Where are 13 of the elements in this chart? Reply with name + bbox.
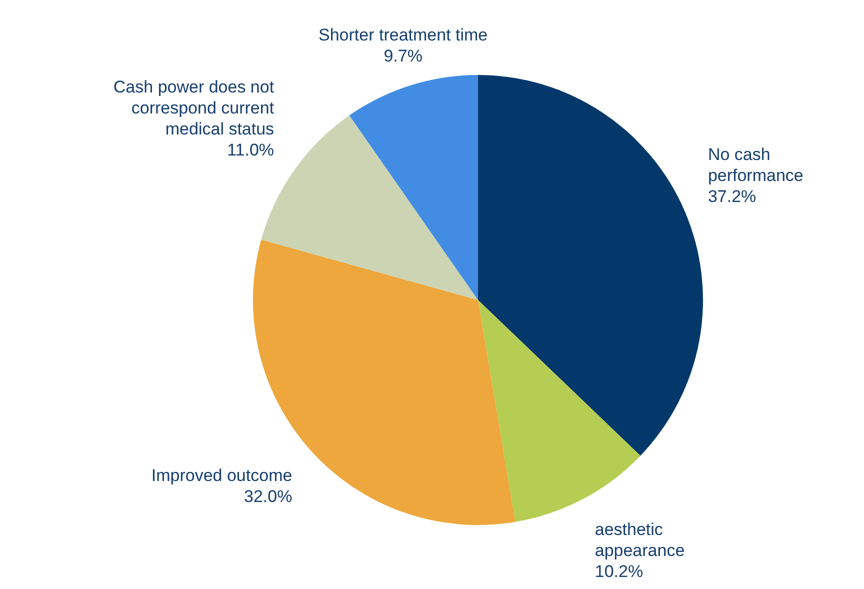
pie-slice — [349, 75, 478, 300]
data-label: 11.0% — [227, 140, 274, 160]
slice-label: Cash power does not correspond current medical status — [113, 77, 274, 138]
slice-label: Shorter treatment time — [318, 25, 488, 44]
data-label: 32.0% — [244, 487, 292, 506]
slice-label: Improved outcome — [151, 466, 292, 486]
data-label: 10.2% — [594, 562, 644, 581]
slice-label: aesthetic appearance — [594, 520, 685, 560]
data-label: 9.7% — [384, 46, 422, 66]
pie-slice — [478, 300, 640, 522]
pie-slice — [478, 75, 703, 456]
slice-label: No cash performance — [708, 144, 804, 185]
data-label: 37.2% — [708, 186, 756, 206]
